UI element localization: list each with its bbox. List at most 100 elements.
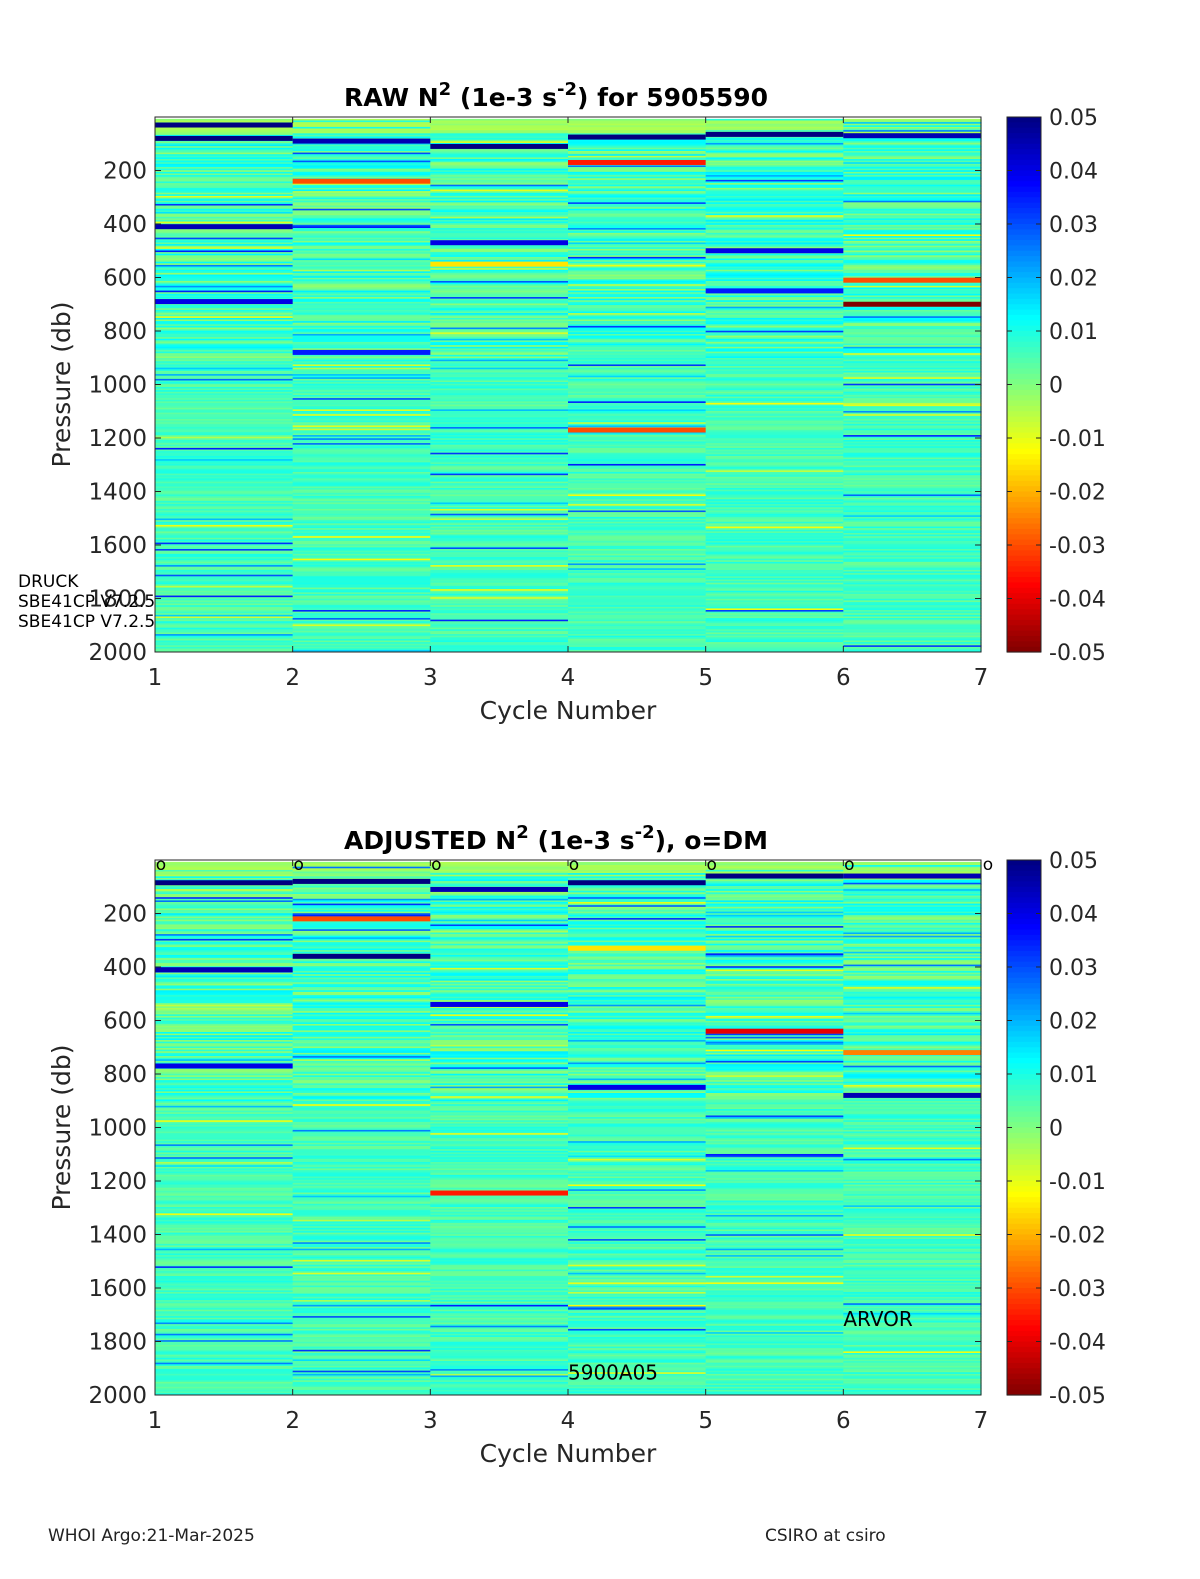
heatmap-cell [568, 866, 707, 869]
heatmap-cell [843, 1155, 982, 1158]
heatmap-cell [843, 252, 982, 255]
heatmap-cell [292, 468, 431, 471]
heatmap-cell [568, 1076, 707, 1080]
heatmap-cell [155, 1113, 294, 1117]
heatmap-cell [430, 1096, 569, 1099]
heatmap-cell [705, 898, 844, 901]
heatmap-cell [292, 444, 431, 447]
heatmap-cell [155, 1091, 294, 1094]
heatmap-cell [843, 383, 982, 386]
heatmap-cell [430, 919, 569, 922]
heatmap-cell [155, 916, 294, 919]
heatmap-cell [430, 1101, 569, 1104]
heatmap-cell [430, 1314, 569, 1317]
heatmap-cell [155, 1182, 294, 1186]
heatmap-cell [430, 971, 569, 974]
colorbar-segment [1007, 1245, 1041, 1252]
colorbar-segment [1007, 1036, 1041, 1043]
heatmap-cell [843, 1393, 982, 1396]
heatmap-cell [292, 337, 431, 340]
heatmap-strong-band [292, 178, 431, 184]
heatmap-cell [568, 401, 707, 404]
heatmap-cell [843, 640, 982, 643]
heatmap-cell [155, 1255, 294, 1258]
heatmap-cell [292, 1083, 431, 1086]
heatmap-cell [430, 391, 569, 394]
heatmap-cell [843, 1083, 982, 1086]
heatmap-cell [705, 558, 844, 561]
heatmap-cell [430, 1264, 569, 1267]
heatmap-cell [292, 176, 431, 179]
heatmap-cell [843, 152, 982, 155]
heatmap-cell [568, 329, 707, 332]
heatmap-cell [292, 152, 431, 155]
heatmap-cell [430, 1377, 569, 1380]
heatmap-cell [430, 309, 569, 313]
heatmap-cell [843, 154, 982, 157]
heatmap-cell [705, 1263, 844, 1266]
heatmap-cell [843, 531, 982, 534]
heatmap-cell [843, 938, 982, 942]
heatmap-cell [568, 306, 707, 309]
heatmap-cell [292, 1211, 431, 1214]
heatmap-cell [430, 292, 569, 295]
heatmap-cell [155, 358, 294, 361]
colorbar-segment [1007, 518, 1041, 525]
heatmap-cell [843, 1170, 982, 1173]
heatmap-cell [155, 1096, 294, 1099]
heatmap-cell [843, 1187, 982, 1190]
heatmap-cell [155, 390, 294, 393]
heatmap-cell [705, 332, 844, 335]
heatmap-cell [155, 1385, 294, 1388]
heatmap-cell [843, 866, 982, 869]
heatmap-cell [292, 1231, 431, 1234]
colorbar-segment [1007, 293, 1041, 300]
heatmap-cell [292, 610, 431, 613]
heatmap-cell [292, 1134, 431, 1137]
heatmap-cell [843, 638, 982, 642]
heatmap-cell [705, 1385, 844, 1388]
heatmap-cell [155, 1309, 294, 1312]
heatmap-cell [292, 1253, 431, 1256]
heatmap-cell [568, 979, 707, 982]
heatmap-cell [430, 905, 569, 908]
heatmap-cell [568, 959, 707, 962]
heatmap-cell [705, 260, 844, 263]
heatmap-cell [430, 451, 569, 454]
heatmap-cell [292, 1298, 431, 1301]
heatmap-cell [568, 1282, 707, 1285]
heatmap-cell [292, 391, 431, 394]
heatmap-cell [843, 1105, 982, 1109]
heatmap-cell [430, 287, 569, 290]
heatmap-cell [568, 1240, 707, 1243]
heatmap-cell [430, 425, 569, 428]
x-axis-label: Cycle Number [480, 1439, 657, 1468]
heatmap-cell [155, 1359, 294, 1362]
heatmap-cell [568, 865, 707, 868]
heatmap-cell [292, 921, 431, 924]
heatmap-cell [155, 1160, 294, 1163]
heatmap-cell [705, 577, 844, 581]
colorbar-segment [1007, 1074, 1041, 1080]
colorbar-segment [1007, 213, 1041, 220]
heatmap-cell [155, 454, 294, 457]
heatmap-cell [705, 563, 844, 566]
heatmap-cell [292, 410, 431, 414]
heatmap-cell [705, 608, 844, 611]
heatmap-cell [705, 1378, 844, 1381]
heatmap-cell [568, 277, 707, 280]
heatmap-cell [843, 610, 982, 613]
heatmap-cell [843, 1229, 982, 1232]
heatmap-cell [568, 1304, 707, 1308]
heatmap-cell [155, 1308, 294, 1311]
chart-title: RAW N2 (1e-3 s-2) for 5905590 [344, 79, 768, 112]
heatmap-cell [705, 433, 844, 436]
heatmap-cell [430, 1152, 569, 1155]
heatmap-cell [705, 988, 844, 991]
heatmap-cell [430, 457, 569, 460]
heatmap-cell [155, 330, 294, 333]
heatmap-cell [430, 573, 569, 576]
heatmap-cell [292, 1057, 431, 1060]
heatmap-cell [705, 146, 844, 149]
heatmap-cell [843, 1084, 982, 1088]
